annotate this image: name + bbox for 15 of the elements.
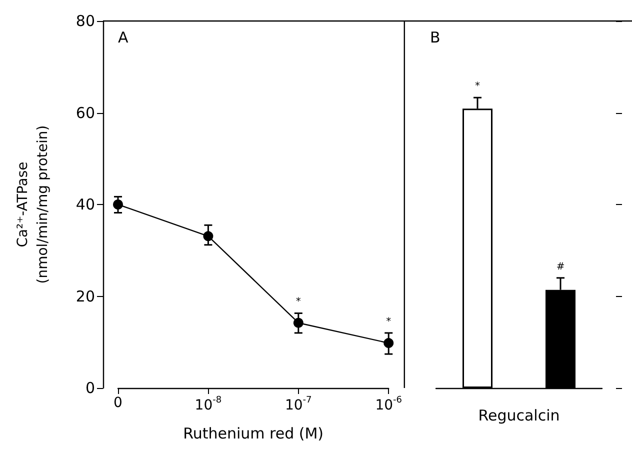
data-label: # xyxy=(556,261,565,272)
x-axis-title: Regucalcin xyxy=(478,406,560,424)
y-tick-label: 80 xyxy=(76,12,95,30)
data-label: * xyxy=(296,296,301,308)
x-tick-label: 0 xyxy=(114,395,122,411)
data-label: * xyxy=(386,316,392,328)
data-label: * xyxy=(475,81,480,92)
x-axis-title: Ruthenium red (M) xyxy=(183,424,324,442)
y-axis-title: Ca²⁺-ATPase (nmol/min/mg protein) xyxy=(15,125,51,284)
annotation: B xyxy=(430,28,440,46)
y-tick-label: 20 xyxy=(76,287,95,306)
annotation: A xyxy=(118,28,129,46)
y-tick-label: 0 xyxy=(85,379,95,397)
y-tick-label: 60 xyxy=(76,104,95,122)
y-tick-label: 40 xyxy=(76,196,95,214)
